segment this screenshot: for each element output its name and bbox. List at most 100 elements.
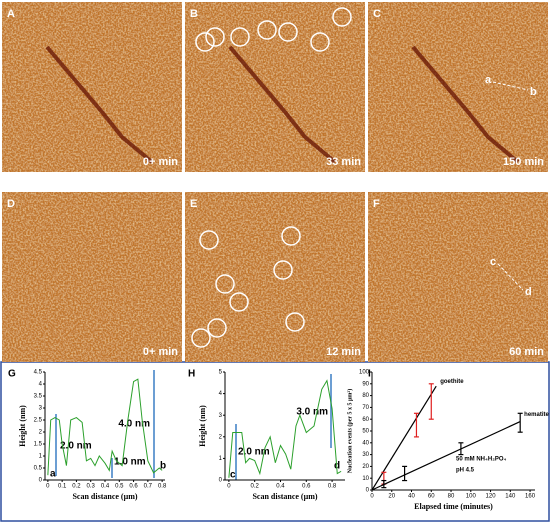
y-tick-label: 2.5: [34, 418, 43, 424]
y-tick-label: 1: [219, 456, 223, 462]
x-tick-label: 0.5: [115, 484, 124, 490]
y-tick-label: 50: [362, 429, 369, 435]
y-tick-label: 4: [39, 382, 43, 388]
x-tick-label: 0: [370, 494, 374, 500]
y-axis-label: Height (nm): [198, 405, 207, 447]
panel-letter: B: [190, 8, 198, 20]
panel-time: 0+ min: [143, 156, 178, 168]
annotation: pH 4.5: [456, 468, 475, 474]
nucleus-circle: [191, 328, 211, 348]
y-tick-label: 1.5: [34, 442, 43, 448]
x-tick-label: 120: [486, 494, 497, 500]
annotation: b: [160, 461, 166, 472]
step-edge: [411, 45, 520, 164]
annotation: 3.0 nm: [296, 407, 328, 418]
panel-letter: C: [373, 8, 381, 20]
afm-image: [2, 2, 182, 172]
x-tick-label: 20: [388, 494, 395, 500]
x-tick-label: 0.6: [302, 484, 311, 490]
annotation: c: [230, 470, 236, 481]
panel-letter: A: [7, 8, 15, 20]
nucleus-circle: [281, 226, 301, 246]
x-tick-label: 80: [448, 494, 455, 500]
panel-letter: I: [368, 369, 371, 380]
y-axis-label: Height (nm): [18, 405, 27, 447]
x-tick-label: 140: [505, 494, 516, 500]
x-tick-label: 0.3: [87, 484, 96, 490]
nucleus-circle: [229, 292, 249, 312]
profile-line: [497, 263, 524, 291]
y-tick-label: 2: [219, 434, 223, 440]
y-tick-label: 70: [362, 405, 369, 411]
x-tick-label: 0.8: [158, 484, 167, 490]
panel-letter: G: [8, 369, 16, 380]
annotation: 2.0 nm: [238, 447, 270, 458]
nucleus-circle: [195, 32, 215, 52]
series-label: hematite: [524, 412, 549, 418]
y-tick-label: 5: [219, 370, 223, 376]
afm-image: [2, 192, 182, 362]
x-tick-label: 40: [408, 494, 415, 500]
x-tick-label: 100: [466, 494, 477, 500]
afm-image: [185, 192, 365, 362]
nucleus-circle: [273, 260, 293, 280]
profile-end: a: [485, 74, 492, 86]
x-tick-label: 0: [46, 484, 50, 490]
y-tick-label: 30: [362, 452, 369, 458]
panel-time: 12 min: [326, 346, 361, 358]
y-tick-label: 4: [219, 391, 223, 397]
panel-time: 150 min: [503, 156, 544, 168]
y-tick-label: 3.5: [34, 394, 43, 400]
x-tick-label: 0.4: [101, 484, 110, 490]
y-tick-label: 0: [366, 488, 370, 494]
profile-line: [47, 378, 163, 476]
y-tick-label: 2: [39, 430, 43, 436]
nucleus-circle: [285, 312, 305, 332]
x-tick-label: 60: [428, 494, 435, 500]
panel-letter: E: [190, 198, 197, 210]
profile-end: b: [530, 86, 537, 98]
panel-letter: D: [7, 198, 15, 210]
x-tick-label: 0.2: [251, 484, 260, 490]
afm-image: [368, 2, 548, 172]
nucleus-circle: [215, 274, 235, 294]
x-axis-label: Elapsed time (minutes): [414, 502, 493, 511]
series-label: goethite: [440, 379, 464, 385]
y-tick-label: 0.5: [34, 466, 43, 472]
profile-end: d: [525, 286, 532, 298]
chart-frame: [0, 361, 550, 522]
x-tick-label: 0.2: [72, 484, 81, 490]
y-tick-label: 20: [362, 464, 369, 470]
x-axis-label: Scan distance (µm): [252, 492, 317, 501]
y-tick-label: 0: [219, 478, 223, 484]
annotation: a: [50, 469, 56, 480]
nucleus-circle: [332, 7, 352, 27]
afm-image: [185, 2, 365, 172]
nucleus-circle: [230, 27, 250, 47]
y-axis-label: Nucleation events (per 5 x 5 µm²): [346, 389, 353, 473]
x-tick-label: 0.6: [129, 484, 138, 490]
x-tick-label: 160: [525, 494, 536, 500]
x-axis-label: Scan distance (µm): [72, 492, 137, 501]
y-tick-label: 1: [39, 454, 43, 460]
y-tick-label: 100: [359, 370, 370, 376]
afm-image: [368, 192, 548, 362]
annotation: 2.0 nm: [60, 441, 92, 452]
annotation: 50 mM NH₄H₂PO₄: [456, 457, 507, 463]
step-edge: [228, 45, 337, 164]
annotation: 4.0 nm: [118, 419, 150, 430]
step-edge: [45, 45, 154, 164]
y-tick-label: 90: [362, 381, 369, 387]
annotation: 1.0 nm: [114, 457, 146, 468]
y-tick-label: 10: [362, 476, 369, 482]
nucleus-circle: [207, 318, 227, 338]
x-tick-label: 0.7: [144, 484, 153, 490]
nucleus-circle: [199, 230, 219, 250]
x-tick-label: 0.4: [276, 484, 285, 490]
y-tick-label: 3: [39, 406, 43, 412]
x-tick-label: 0.8: [328, 484, 337, 490]
y-tick-label: 4.5: [34, 370, 43, 376]
arrows: [55, 370, 332, 480]
nucleus-circle: [257, 20, 277, 40]
